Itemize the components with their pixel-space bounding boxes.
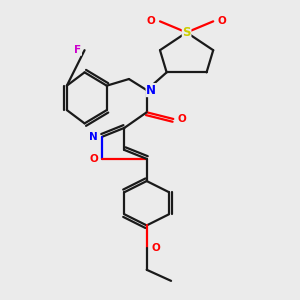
Text: N: N [89, 132, 98, 142]
Text: O: O [151, 243, 160, 253]
Text: O: O [89, 154, 98, 164]
Text: O: O [218, 16, 226, 26]
Text: S: S [182, 26, 191, 39]
Text: N: N [146, 84, 156, 97]
Text: O: O [147, 16, 155, 26]
Text: F: F [74, 45, 82, 55]
Text: O: O [178, 114, 187, 124]
